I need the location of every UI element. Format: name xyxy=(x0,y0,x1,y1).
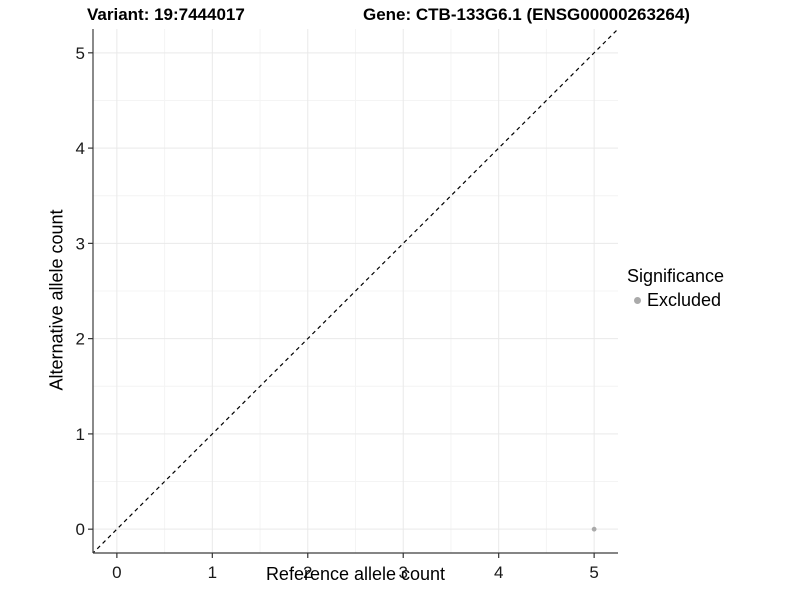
x-tick-label: 3 xyxy=(398,563,407,582)
data-point xyxy=(591,526,597,532)
y-tick-label: 4 xyxy=(76,139,85,158)
y-axis-title: Alternative allele count xyxy=(46,209,67,391)
x-tick-label: 1 xyxy=(208,563,217,582)
y-tick-label: 2 xyxy=(76,330,85,349)
gene-title: Gene: CTB-133G6.1 (ENSG00000263264) xyxy=(363,5,690,24)
x-tick-label: 0 xyxy=(112,563,121,582)
y-tick-label: 3 xyxy=(76,234,85,253)
legend-item-label: Excluded xyxy=(647,290,722,310)
x-tick-label: 2 xyxy=(303,563,312,582)
legend-key-dot-icon xyxy=(634,297,641,304)
y-tick-label: 0 xyxy=(76,520,85,539)
identity-reference-line xyxy=(93,29,618,553)
x-tick-label: 5 xyxy=(589,563,598,582)
x-axis-title: Reference allele count xyxy=(265,564,446,584)
legend: Significance Excluded xyxy=(627,266,724,311)
legend-item-excluded: Excluded xyxy=(627,290,724,311)
y-tick-label: 5 xyxy=(76,44,85,63)
legend-title: Significance xyxy=(627,266,725,286)
y-tick-label: 1 xyxy=(76,425,85,444)
x-tick-label: 4 xyxy=(494,563,503,582)
variant-title: Variant: 19:7444017 xyxy=(87,5,245,24)
